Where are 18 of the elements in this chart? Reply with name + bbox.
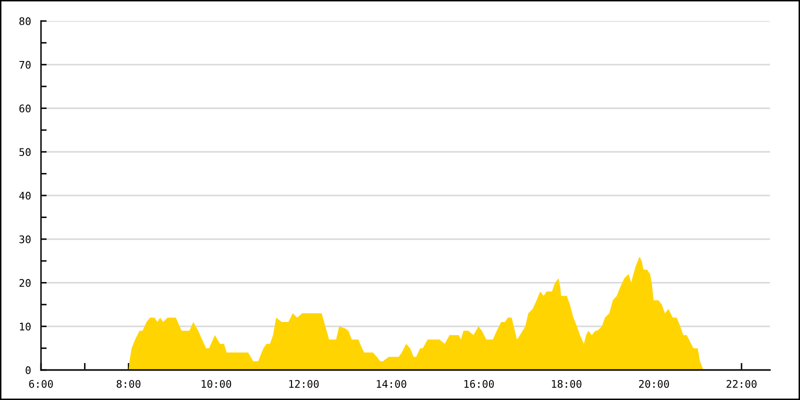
y-tick-label: 60	[19, 104, 31, 112]
y-tick-label: 20	[20, 279, 31, 287]
y-tick-label: 10	[20, 322, 31, 331]
x-tick-label: 20:00	[639, 380, 669, 388]
y-tick-label: 30	[19, 235, 31, 244]
x-tick-label: 18:00	[552, 380, 582, 388]
y-tick-label: 80	[19, 17, 31, 26]
y-tick-label: 70	[19, 60, 31, 69]
y-tick-label: 40	[19, 192, 31, 200]
x-tick-label: 14:00	[376, 380, 406, 388]
x-tick-label: 16:00	[464, 380, 494, 388]
x-tick-label: 8:00	[116, 380, 140, 388]
x-tick-label: 12:00	[289, 380, 319, 388]
x-tick-label: 6:00	[29, 380, 53, 388]
y-tick-label: 50	[19, 148, 31, 156]
y-tick-label: 0	[26, 366, 31, 374]
x-tick-label: 22:00	[726, 380, 757, 388]
x-tick-label: 10:00	[202, 380, 232, 388]
